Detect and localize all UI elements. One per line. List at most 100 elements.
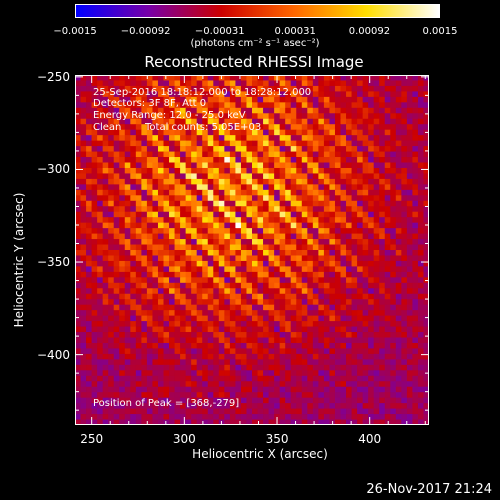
heatmap-cell bbox=[274, 375, 281, 382]
heatmap-cell bbox=[351, 277, 358, 284]
heatmap-cell bbox=[191, 151, 198, 158]
heatmap-cell bbox=[318, 250, 325, 256]
heatmap-cell bbox=[174, 222, 181, 229]
heatmap-cell bbox=[163, 222, 170, 229]
heatmap-cell bbox=[268, 146, 275, 152]
heatmap-cell bbox=[406, 228, 413, 234]
heatmap-cell bbox=[157, 211, 164, 218]
heatmap-cell bbox=[157, 200, 164, 207]
heatmap-cell bbox=[141, 124, 148, 131]
heatmap-cell bbox=[97, 113, 104, 120]
heatmap-cell bbox=[146, 184, 153, 191]
heatmap-cell bbox=[174, 195, 181, 202]
heatmap-cell bbox=[274, 332, 281, 338]
heatmap-cell bbox=[135, 151, 142, 158]
heatmap-cell bbox=[102, 337, 109, 344]
heatmap-cell bbox=[384, 392, 391, 399]
heatmap-cell bbox=[346, 392, 352, 399]
heatmap-cell bbox=[202, 299, 209, 306]
heatmap-cell bbox=[146, 96, 153, 103]
heatmap-cell bbox=[412, 266, 419, 273]
heatmap-cell bbox=[185, 124, 192, 131]
heatmap-cell bbox=[185, 403, 192, 409]
heatmap-cell bbox=[373, 342, 380, 349]
heatmap-cell bbox=[169, 282, 175, 289]
heatmap-cell bbox=[362, 239, 369, 245]
heatmap-cell bbox=[395, 85, 402, 92]
heatmap-cell bbox=[202, 271, 209, 278]
heatmap-cell bbox=[191, 228, 198, 234]
heatmap-cell bbox=[141, 386, 148, 393]
heatmap-cell bbox=[80, 107, 87, 114]
heatmap-cell bbox=[135, 392, 142, 399]
heatmap-cell bbox=[196, 233, 203, 240]
heatmap-cell bbox=[224, 135, 231, 142]
heatmap-cell bbox=[235, 217, 242, 224]
heatmap-cell bbox=[124, 75, 131, 81]
heatmap-cell bbox=[329, 167, 336, 174]
heatmap-cell bbox=[141, 195, 148, 202]
heatmap-cell bbox=[307, 135, 314, 142]
heatmap-cell bbox=[252, 271, 258, 278]
heatmap-cell bbox=[86, 102, 92, 109]
heatmap-cell bbox=[157, 408, 164, 415]
heatmap-cell bbox=[368, 184, 375, 191]
heatmap-cell bbox=[307, 184, 314, 191]
heatmap-cell bbox=[135, 211, 142, 218]
heatmap-cell bbox=[102, 408, 109, 415]
heatmap-cell bbox=[141, 206, 148, 213]
heatmap-cell bbox=[395, 129, 402, 136]
heatmap-cell bbox=[202, 167, 209, 174]
heatmap-cell bbox=[417, 195, 424, 202]
heatmap-cell bbox=[329, 414, 336, 420]
heatmap-cell bbox=[108, 282, 115, 289]
heatmap-cell bbox=[263, 375, 269, 382]
heatmap-cell bbox=[423, 200, 429, 207]
heatmap-cell bbox=[163, 233, 170, 240]
heatmap-cell bbox=[224, 304, 231, 311]
heatmap-cell bbox=[157, 381, 164, 388]
heatmap-cell bbox=[224, 195, 231, 202]
heatmap-cell bbox=[412, 419, 419, 425]
heatmap-cell bbox=[202, 419, 209, 425]
heatmap-cell bbox=[113, 118, 120, 125]
heatmap-cell bbox=[390, 85, 397, 92]
heatmap-cell bbox=[279, 375, 286, 382]
heatmap-cell bbox=[357, 113, 364, 120]
heatmap-cell bbox=[163, 271, 170, 278]
heatmap-cell bbox=[108, 140, 115, 147]
heatmap-cell bbox=[301, 255, 308, 262]
heatmap-cell bbox=[301, 146, 308, 152]
heatmap-cell bbox=[351, 299, 358, 306]
heatmap-cell bbox=[351, 414, 358, 420]
heatmap-cell bbox=[213, 304, 220, 311]
heatmap-cell bbox=[146, 381, 153, 388]
heatmap-cell bbox=[229, 200, 236, 207]
heatmap-cell bbox=[257, 184, 264, 191]
heatmap-cell bbox=[240, 271, 247, 278]
heatmap-cell bbox=[97, 288, 104, 295]
heatmap-cell bbox=[268, 162, 275, 169]
heatmap-cell bbox=[174, 348, 181, 355]
heatmap-cell bbox=[279, 239, 286, 245]
heatmap-cell bbox=[357, 260, 364, 267]
heatmap-cell bbox=[395, 195, 402, 202]
heatmap-cell bbox=[196, 255, 203, 262]
heatmap-cell bbox=[207, 85, 214, 92]
heatmap-cell bbox=[252, 233, 258, 240]
heatmap-cell bbox=[357, 310, 364, 317]
heatmap-cell bbox=[279, 80, 286, 87]
heatmap-cell bbox=[163, 244, 170, 251]
heatmap-cell bbox=[307, 392, 314, 399]
heatmap-cell bbox=[113, 321, 120, 327]
heatmap-cell bbox=[346, 206, 352, 213]
heatmap-cell bbox=[202, 146, 209, 152]
heatmap-cell bbox=[180, 250, 187, 256]
heatmap-cell bbox=[113, 146, 120, 152]
heatmap-cell bbox=[301, 260, 308, 267]
heatmap-cell bbox=[146, 326, 153, 333]
heatmap-cell bbox=[268, 228, 275, 234]
heatmap-cell bbox=[191, 200, 198, 207]
heatmap-cell bbox=[406, 135, 413, 142]
heatmap-cell bbox=[124, 151, 131, 158]
